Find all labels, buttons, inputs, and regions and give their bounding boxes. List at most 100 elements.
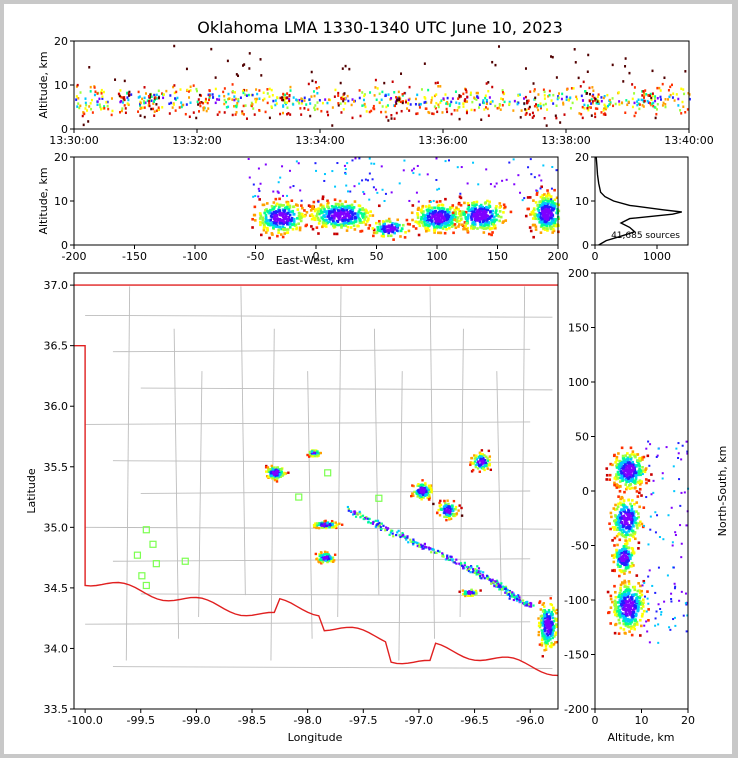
source-mark bbox=[367, 217, 370, 220]
source-mark bbox=[377, 219, 381, 223]
source-mark bbox=[632, 551, 636, 555]
source-mark bbox=[435, 93, 438, 96]
source-mark bbox=[292, 220, 296, 223]
source-mark bbox=[409, 103, 412, 106]
source-mark bbox=[474, 455, 477, 459]
source-mark bbox=[480, 459, 483, 462]
source-mark bbox=[500, 582, 503, 585]
source-mark bbox=[629, 533, 632, 537]
source-mark bbox=[478, 216, 482, 220]
source-mark bbox=[544, 102, 547, 106]
source-mark bbox=[555, 196, 559, 200]
source-mark bbox=[630, 633, 634, 637]
source-mark bbox=[446, 557, 449, 560]
source-mark bbox=[428, 219, 431, 222]
source-mark bbox=[636, 100, 639, 103]
source-mark bbox=[216, 98, 219, 101]
source-mark bbox=[624, 616, 627, 620]
source-mark bbox=[143, 115, 146, 119]
source-mark bbox=[587, 53, 590, 57]
source-mark bbox=[587, 108, 590, 112]
source-mark bbox=[625, 461, 629, 464]
source-mark bbox=[422, 496, 425, 499]
source-mark bbox=[680, 590, 683, 593]
source-mark bbox=[247, 93, 250, 97]
source-mark bbox=[557, 217, 561, 221]
source-mark bbox=[393, 227, 396, 230]
source-mark bbox=[549, 614, 553, 617]
source-mark bbox=[312, 207, 315, 211]
source-mark bbox=[316, 216, 320, 220]
source-mark bbox=[350, 221, 354, 225]
source-mark bbox=[84, 97, 87, 100]
source-mark bbox=[433, 206, 436, 210]
source-mark bbox=[617, 632, 621, 635]
source-mark bbox=[197, 98, 200, 101]
source-mark bbox=[536, 215, 540, 218]
source-mark bbox=[389, 225, 393, 229]
source-mark bbox=[153, 93, 156, 97]
source-mark bbox=[82, 111, 85, 114]
source-mark bbox=[631, 462, 635, 466]
source-mark bbox=[464, 590, 467, 594]
source-mark bbox=[552, 102, 555, 105]
source-mark bbox=[497, 215, 501, 218]
source-mark bbox=[628, 599, 632, 603]
source-mark bbox=[254, 194, 257, 197]
source-mark bbox=[462, 105, 465, 108]
source-mark bbox=[673, 587, 676, 590]
source-mark bbox=[527, 99, 530, 102]
source-mark bbox=[286, 112, 289, 116]
source-mark bbox=[471, 215, 475, 218]
source-mark bbox=[640, 607, 643, 610]
source-mark bbox=[613, 584, 616, 588]
altitude-histogram-line bbox=[595, 156, 682, 246]
source-mark bbox=[444, 225, 447, 228]
source-mark bbox=[647, 479, 651, 482]
source-mark bbox=[619, 611, 622, 614]
source-mark bbox=[227, 105, 230, 109]
source-mark bbox=[419, 487, 423, 490]
source-mark bbox=[629, 557, 632, 561]
source-mark bbox=[297, 222, 300, 226]
source-mark bbox=[441, 555, 444, 558]
source-mark bbox=[442, 207, 446, 211]
source-mark bbox=[448, 226, 451, 230]
source-mark bbox=[324, 559, 327, 562]
source-mark bbox=[546, 618, 550, 621]
source-mark bbox=[372, 521, 375, 524]
source-mark bbox=[672, 92, 675, 95]
source-mark bbox=[323, 173, 326, 176]
source-mark bbox=[617, 533, 620, 536]
y-tick-label: 37.0 bbox=[44, 279, 69, 292]
source-mark bbox=[226, 59, 229, 63]
source-mark bbox=[271, 208, 274, 211]
source-mark bbox=[630, 521, 633, 525]
source-mark bbox=[396, 531, 399, 534]
source-mark bbox=[96, 92, 99, 95]
source-mark bbox=[450, 555, 453, 558]
source-mark bbox=[551, 55, 554, 59]
source-mark bbox=[633, 585, 637, 589]
source-mark bbox=[473, 593, 477, 596]
source-mark bbox=[673, 490, 676, 493]
source-mark bbox=[210, 47, 213, 51]
source-mark bbox=[628, 460, 631, 464]
source-mark bbox=[475, 210, 479, 214]
source-mark bbox=[578, 112, 581, 115]
source-mark bbox=[333, 198, 337, 202]
source-mark bbox=[346, 94, 349, 98]
source-mark bbox=[596, 98, 599, 102]
source-mark bbox=[631, 477, 634, 481]
source-mark bbox=[543, 210, 547, 213]
source-mark bbox=[277, 474, 281, 478]
source-mark bbox=[508, 100, 511, 104]
source-mark bbox=[266, 88, 269, 91]
source-mark bbox=[180, 101, 183, 104]
source-mark bbox=[203, 106, 206, 109]
source-mark bbox=[330, 214, 334, 218]
source-mark bbox=[374, 519, 377, 522]
source-mark bbox=[489, 102, 492, 105]
source-mark bbox=[259, 220, 262, 224]
source-mark bbox=[429, 210, 433, 213]
